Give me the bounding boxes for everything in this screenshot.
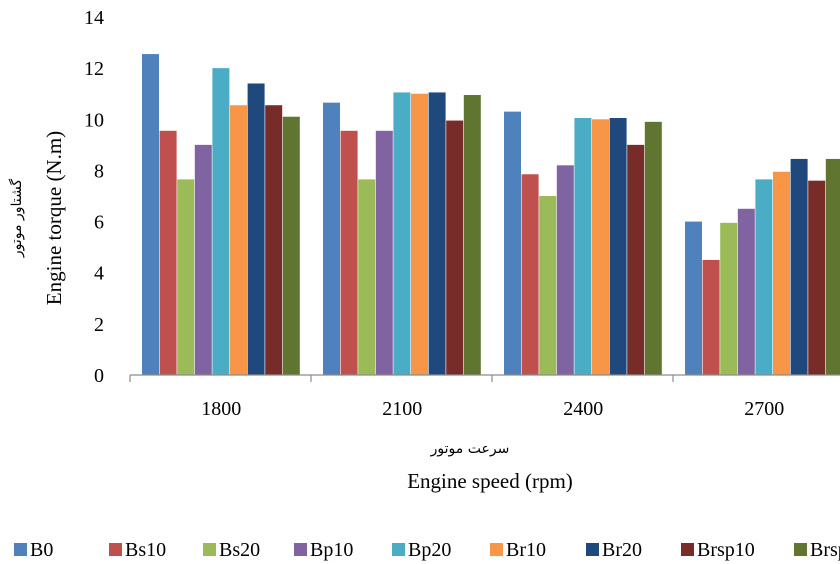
- bar-brsp20-2700: [825, 158, 840, 375]
- legend-label: Bs10: [125, 539, 166, 561]
- bar-bp10-1800: [194, 144, 212, 375]
- bar-bp20-2400: [574, 118, 592, 375]
- legend-label: Br10: [506, 539, 546, 561]
- legend-label: Bp20: [408, 539, 451, 561]
- legend-swatch: [14, 543, 27, 556]
- legend: B0 Bs10 Bs20 Bp10 Bp20 Br10 Br20 Brsp10 Brsp20: [14, 539, 840, 561]
- bar-bs10-2100: [340, 130, 358, 375]
- bar-bs10-2700: [702, 259, 720, 375]
- bar-b0-2400: [504, 111, 521, 375]
- bar-b0-2100: [323, 102, 340, 376]
- bar-bp10-2700: [737, 208, 755, 375]
- bar-br10-1800: [230, 105, 247, 375]
- bar-br20-2400: [609, 118, 627, 375]
- bar-brsp10-1800: [265, 105, 283, 375]
- bar-brsp20-1800: [282, 116, 300, 375]
- bar-brsp10-2400: [627, 144, 645, 375]
- bar-br20-2700: [790, 158, 808, 375]
- bar-bp20-2100: [393, 92, 411, 375]
- x-axis-ticks: 1800 2100 2400 2700: [129, 375, 784, 420]
- bar-b0-2700: [685, 221, 702, 375]
- bar-group-2700: [685, 158, 840, 375]
- x-axis-title-persian: سرعت موتور: [430, 441, 510, 457]
- legend-swatch: [681, 543, 694, 556]
- legend-item-bs10: Bs10: [109, 539, 166, 561]
- bar-br10-2100: [411, 93, 428, 375]
- legend-swatch: [490, 543, 503, 556]
- bar-br20-2100: [428, 92, 446, 375]
- bar-bs10-1800: [159, 130, 177, 375]
- y-axis-ticks: 0 2 4 6 8 10 12 14: [84, 7, 104, 387]
- bar-bp10-2400: [556, 165, 574, 375]
- bar-group-2400: [504, 111, 662, 376]
- y-axis-title-persian: گشتاور موتور: [8, 179, 25, 259]
- bars: [142, 54, 840, 376]
- bar-brsp10-2100: [446, 120, 464, 375]
- legend-item-bp20: Bp20: [392, 539, 451, 561]
- y-axis-title: Engine torque (N.m): [42, 131, 66, 305]
- x-tick-label: 2400: [563, 398, 603, 420]
- bar-br10-2700: [773, 171, 790, 375]
- x-tick-label: 2700: [744, 398, 784, 420]
- legend-label: Bp10: [310, 539, 353, 561]
- legend-label: Bs20: [219, 539, 260, 561]
- legend-label: B0: [30, 539, 53, 561]
- bar-group-2100: [323, 92, 481, 376]
- bar-group-1800: [142, 54, 300, 376]
- legend-swatch: [109, 543, 122, 556]
- bar-brsp20-2100: [463, 94, 481, 375]
- bar-brsp20-2400: [644, 121, 662, 375]
- x-tick-label: 2100: [382, 398, 422, 420]
- bar-bp20-1800: [212, 68, 230, 376]
- bar-br10-2400: [592, 119, 609, 376]
- bar-bs20-2700: [720, 222, 738, 375]
- bar-b0-1800: [142, 54, 159, 375]
- y-tick-label: 2: [94, 314, 104, 336]
- y-tick-label: 8: [94, 160, 104, 182]
- legend-swatch: [203, 543, 216, 556]
- bar-bp20-2700: [755, 179, 773, 375]
- legend-label: Brsp20: [810, 539, 840, 561]
- bar-br20-1800: [247, 83, 265, 375]
- legend-swatch: [294, 543, 307, 556]
- legend-item-br20: Br20: [586, 539, 642, 561]
- legend-item-brsp10: Brsp10: [681, 539, 755, 561]
- x-tick-label: 1800: [201, 398, 241, 420]
- bar-bs20-2400: [539, 196, 557, 375]
- legend-item-br10: Br10: [490, 539, 546, 561]
- legend-item-brsp20: Brsp20: [794, 539, 840, 561]
- legend-label: Brsp10: [697, 539, 755, 561]
- y-tick-label: 4: [94, 263, 104, 285]
- legend-item-bs20: Bs20: [203, 539, 260, 561]
- legend-item-b0: B0: [14, 539, 53, 561]
- bar-brsp10-2700: [808, 180, 826, 375]
- bar-bs20-1800: [177, 179, 195, 375]
- legend-label: Br20: [602, 539, 642, 561]
- y-tick-label: 0: [94, 365, 104, 387]
- y-tick-label: 12: [84, 58, 104, 80]
- bar-bp10-2100: [375, 130, 393, 375]
- legend-swatch: [392, 543, 405, 556]
- bar-bs10-2400: [521, 174, 539, 375]
- legend-item-bp10: Bp10: [294, 539, 353, 561]
- y-tick-label: 6: [94, 212, 104, 234]
- legend-swatch: [586, 543, 599, 556]
- y-tick-label: 10: [84, 109, 104, 131]
- x-axis-title: Engine speed (rpm): [407, 469, 573, 493]
- y-tick-label: 14: [84, 7, 104, 29]
- bar-bs20-2100: [358, 179, 376, 375]
- legend-swatch: [794, 543, 807, 556]
